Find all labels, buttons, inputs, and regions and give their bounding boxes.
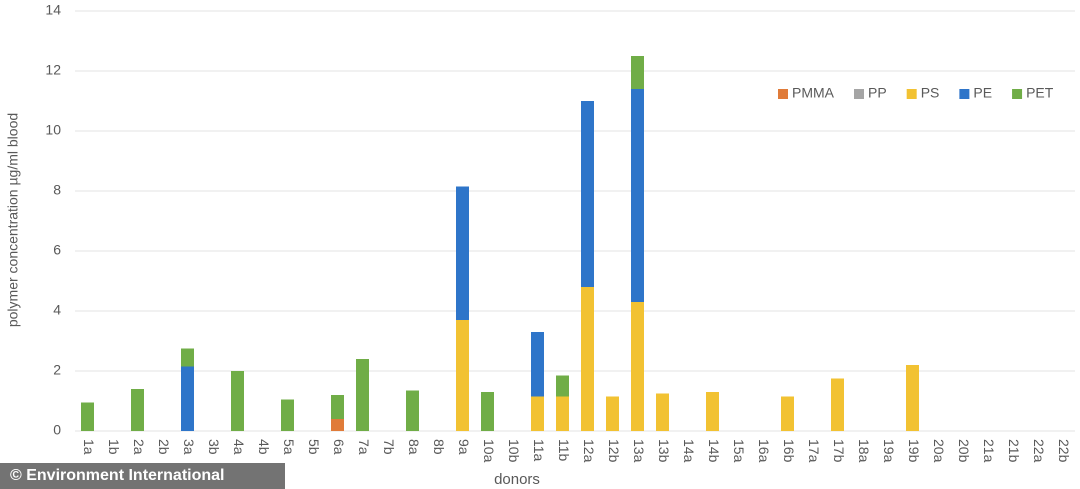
bar-segment [531,332,544,397]
x-tick-label: 13b [656,439,672,463]
x-tick-label: 15a [731,439,747,463]
x-tick-label: 6a [331,439,347,455]
x-tick-label: 16b [781,439,797,463]
watermark: © Environment International [10,467,224,484]
bar-segment [631,302,644,431]
x-tick-label: 5b [306,439,322,455]
x-tick-label: 11a [531,439,547,462]
y-tick-label: 14 [45,2,61,18]
x-tick-label: 3b [206,439,222,455]
bar-segment [581,101,594,287]
bar-segment [706,392,719,431]
bar-segment [656,393,669,431]
y-tick-label: 8 [53,182,61,198]
y-tick-label: 6 [53,242,61,258]
bar-segment [231,371,244,431]
x-tick-label: 2b [156,439,172,455]
x-tick-label: 10a [481,439,497,463]
bar-segment [531,396,544,431]
x-tick-label: 20b [956,439,972,463]
x-tick-label: 4a [231,439,247,455]
legend-swatch [959,89,970,99]
x-tick-label: 8a [406,439,422,455]
x-tick-label: 20a [931,439,947,463]
bar-segment [556,375,569,397]
y-tick-label: 0 [53,422,61,438]
bar-segment [581,287,594,431]
x-tick-label: 14b [706,439,722,463]
legend-swatch [906,89,917,99]
x-tick-label: 14a [681,439,697,463]
x-tick-label: 4b [256,439,272,455]
x-tick-label: 17b [831,439,847,463]
bar-segment [356,359,369,431]
bar-segment [181,366,194,431]
bar-segment [556,396,569,431]
y-tick-label: 2 [53,362,61,378]
x-tick-label: 7a [356,439,372,455]
bar-segment [631,89,644,302]
x-tick-label: 2a [131,439,147,455]
x-tick-label: 19a [881,439,897,463]
x-tick-label: 12b [606,439,622,463]
watermark-bg [0,463,285,489]
x-tick-label: 18a [856,439,872,463]
legend-label: PET [1026,85,1054,101]
x-tick-label: 21a [981,439,997,463]
x-tick-label: 22b [1056,439,1072,463]
legend-label: PMMA [792,85,835,101]
bar-segment [131,389,144,431]
x-tick-label: 9a [456,439,472,455]
x-tick-label: 3a [181,439,197,455]
legend-swatch [1012,89,1023,99]
x-tick-label: 16a [756,439,772,463]
bar-segment [181,348,194,367]
bar-segment [331,395,344,419]
x-tick-label: 22a [1031,439,1047,463]
y-axis-label: polymer concentration µg/ml blood [5,113,21,327]
y-tick-label: 12 [45,62,61,78]
bar-segment [631,56,644,89]
x-tick-label: 7b [381,439,397,455]
bar-segment [481,392,494,431]
y-tick-label: 4 [53,302,61,318]
bar-segment [331,419,344,431]
x-tick-label: 21b [1006,439,1022,463]
y-tick-label: 10 [45,122,61,138]
x-tick-label: 1a [81,439,97,455]
legend-swatch [854,89,864,99]
bar-segment [81,402,94,431]
x-tick-label: 5a [281,439,297,455]
bar-segment [906,365,919,431]
legend-label: PP [868,85,887,101]
legend-label: PS [921,85,940,101]
bar-segment [606,396,619,431]
bar-segment [406,390,419,431]
bar-segment [456,320,469,431]
bar-segment [781,396,794,431]
x-tick-label: 13a [631,439,647,463]
legend-label: PE [973,85,992,101]
x-tick-label: 11b [556,439,572,462]
bar-segment [456,186,469,320]
bar-segment [831,378,844,431]
legend-swatch [778,89,788,99]
x-tick-label: 10b [506,439,522,463]
x-tick-label: 19b [906,439,922,463]
x-tick-label: 8b [431,439,447,455]
bar-segment [281,399,294,431]
x-tick-label: 1b [106,439,122,455]
x-tick-label: 12a [581,439,597,463]
x-tick-label: 17a [806,439,822,463]
x-axis-label: donors [494,471,540,488]
